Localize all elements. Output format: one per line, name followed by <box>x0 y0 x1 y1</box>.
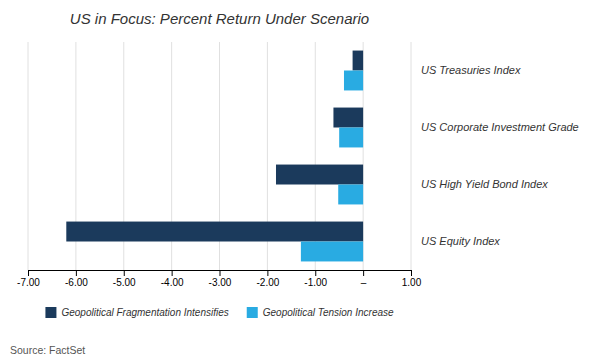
x-tick-label: -5.00 <box>113 277 136 288</box>
category-label: US Corporate Investment Grade <box>421 121 579 133</box>
bar <box>339 128 363 148</box>
x-tick-mark <box>411 270 412 276</box>
annotation: Source: FactSet <box>10 344 85 356</box>
x-tick-label: 1.00 <box>402 277 422 288</box>
title: US in Focus: Percent Return Under Scenar… <box>70 10 369 27</box>
legend-item: Geopolitical Tension Increase <box>247 307 394 318</box>
category-labels: US Equity Index US High Yield Bond Index U… <box>421 64 579 247</box>
bar <box>353 51 364 71</box>
x-tick-mark <box>76 270 77 276</box>
bar <box>338 185 363 205</box>
legend-label: Geopolitical Tension Increase <box>263 307 394 318</box>
x-tick: -5.00 <box>113 270 136 288</box>
series <box>66 51 363 242</box>
x-tick-label: -4.00 <box>161 277 184 288</box>
legend-item: Geopolitical Fragmentation Intensifies <box>45 307 228 318</box>
category-label: US High Yield Bond Index <box>421 178 548 190</box>
x-tick-mark <box>124 270 125 276</box>
x-tick: -4.00 <box>161 270 184 288</box>
x-tick-label: -1.00 <box>304 277 327 288</box>
grid <box>28 42 411 270</box>
bar <box>301 242 363 262</box>
x-tick-label: -6.00 <box>65 277 88 288</box>
x-tick-mark <box>267 270 268 276</box>
x-tick-mark <box>363 270 364 276</box>
x-tick: -3.00 <box>209 270 232 288</box>
category-label: US Equity Index <box>421 235 500 247</box>
x-tick: – <box>361 270 367 288</box>
grid-line <box>411 42 412 270</box>
x-tick-mark <box>172 270 173 276</box>
x-tick-label: -3.00 <box>209 277 232 288</box>
x-tick: -2.00 <box>256 270 279 288</box>
bar <box>333 108 363 128</box>
plot: -7.00 -6.00 -5.00 -4.00 -3.00 -2.00 -1.00 – 1.00… <box>17 42 579 288</box>
x-tick-mark <box>28 270 29 276</box>
x-axis-line <box>29 271 412 277</box>
x-axis: -7.00 -6.00 -5.00 -4.00 -3.00 -2.00 -1.00 – 1.00 <box>17 270 422 288</box>
series <box>301 71 363 262</box>
legend-swatch <box>45 307 56 318</box>
chart: US in Focus: Percent Return Under Scenar… <box>0 0 601 364</box>
x-tick: 1.00 <box>402 270 422 288</box>
x-tick-mark <box>315 270 316 276</box>
bars <box>66 51 363 262</box>
legend-label: Geopolitical Fragmentation Intensifies <box>61 307 228 318</box>
bar <box>66 222 363 242</box>
grid-line <box>28 42 29 270</box>
x-tick: -1.00 <box>304 270 327 288</box>
legend: Geopolitical Fragmentation Intensifies Ge… <box>45 307 394 318</box>
legend-swatch <box>247 307 258 318</box>
bar <box>276 165 363 185</box>
category-label: US Treasuries Index <box>421 64 521 76</box>
x-tick-mark <box>220 270 221 276</box>
x-tick-label: – <box>361 277 367 288</box>
x-tick-label: -2.00 <box>256 277 279 288</box>
bar <box>344 71 363 91</box>
x-tick: -7.00 <box>17 270 40 288</box>
x-tick-label: -7.00 <box>17 277 40 288</box>
x-tick: -6.00 <box>65 270 88 288</box>
